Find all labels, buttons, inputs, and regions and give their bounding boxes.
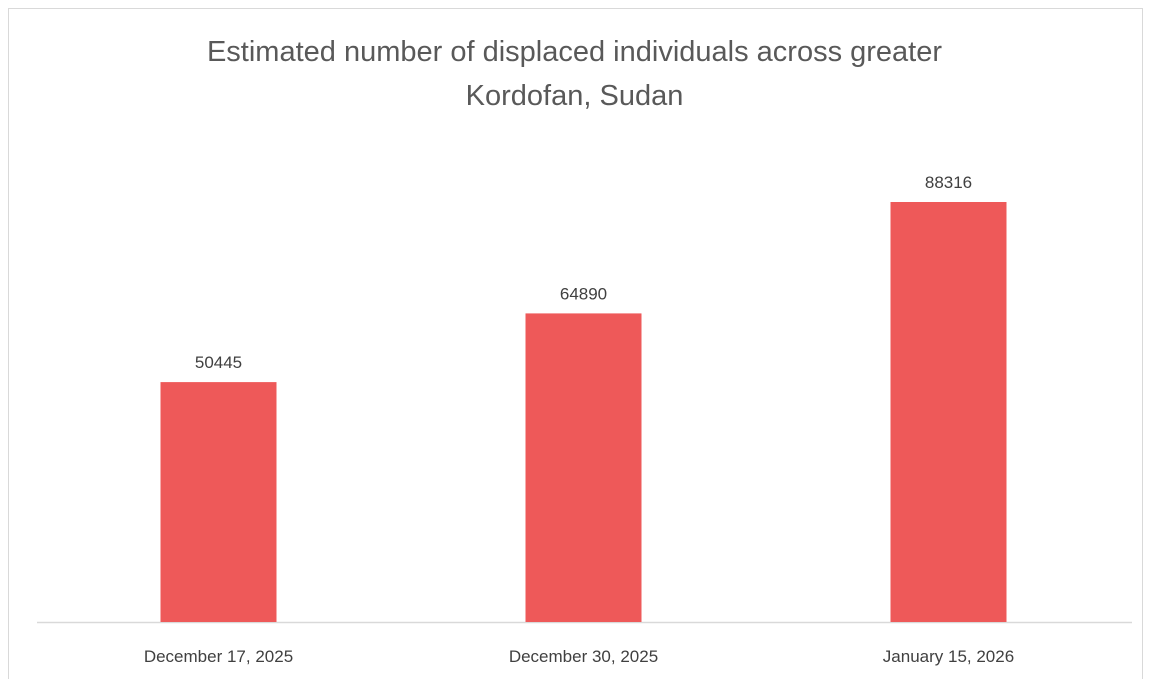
x-tick-label-3: January 15, 2026 [883,647,1014,666]
data-label-3: 88316 [925,173,972,192]
data-label-2: 64890 [560,284,607,303]
chart-title-line-2: Kordofan, Sudan [465,80,684,112]
x-tick-label-1: December 17, 2025 [144,647,293,666]
bar-1 [160,382,277,622]
chart-title: Estimated number of displaced individual… [0,30,1149,118]
data-label-1: 50445 [195,353,242,372]
bar-2 [525,313,642,622]
bar-3 [890,202,1007,622]
x-tick-label-2: December 30, 2025 [509,647,658,666]
chart-title-line-1: Estimated number of displaced individual… [206,36,943,68]
